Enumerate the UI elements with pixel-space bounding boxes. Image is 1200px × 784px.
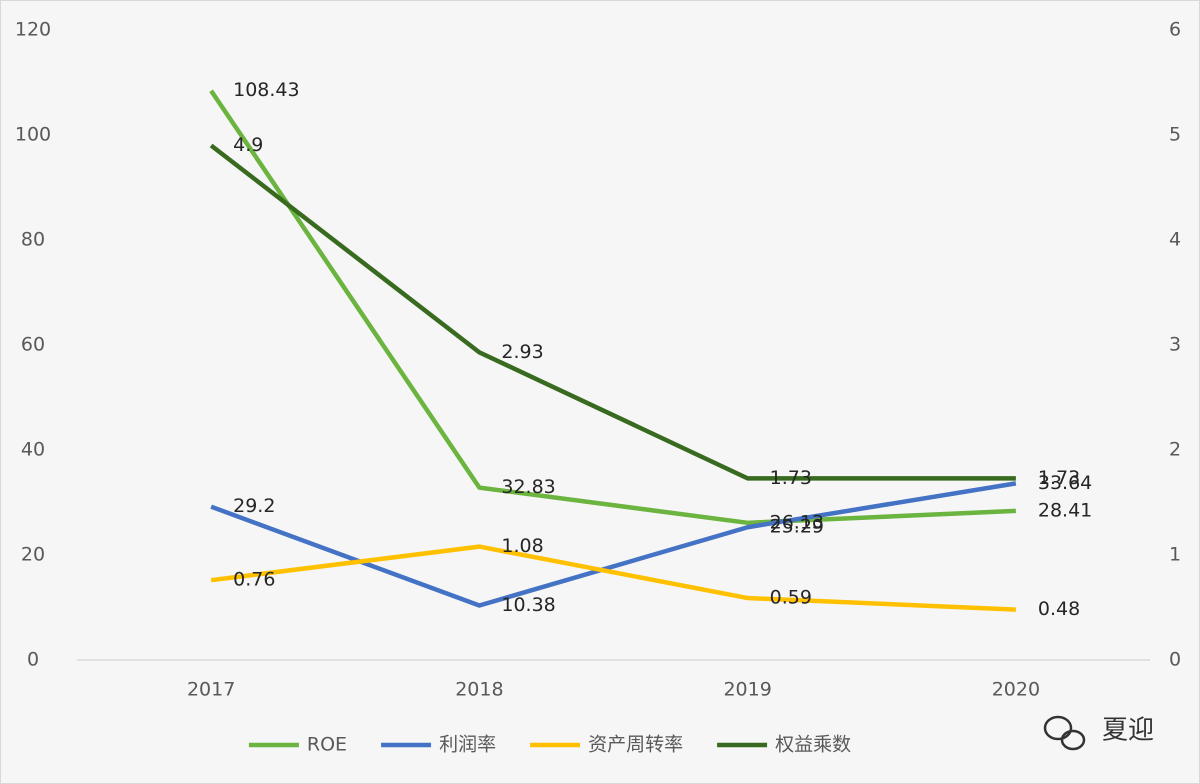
- legend-label: ROE: [307, 734, 347, 756]
- data-label: 1.73: [770, 467, 812, 489]
- data-label: 0.76: [233, 569, 275, 591]
- y-tick-label: 40: [21, 439, 45, 461]
- y2-tick-label: 6: [1169, 19, 1181, 41]
- y2-tick-label: 1: [1169, 544, 1181, 566]
- series-line: [209, 143, 1016, 481]
- data-label: 2.93: [501, 341, 543, 363]
- x-tick-label: 2019: [723, 679, 771, 701]
- y-tick-label: 80: [21, 229, 45, 251]
- x-tick-label: 2017: [187, 679, 235, 701]
- data-label: 0.48: [1038, 598, 1080, 620]
- x-tick-label: 2020: [992, 679, 1040, 701]
- data-label: 1.73: [1038, 467, 1080, 489]
- data-label: 32.83: [501, 476, 555, 498]
- y-tick-label: 0: [27, 649, 39, 671]
- data-label: 108.43: [233, 79, 299, 101]
- y2-tick-label: 5: [1169, 124, 1181, 146]
- legend-label: 利润率: [439, 734, 496, 756]
- data-label: 26.13: [770, 511, 824, 533]
- y2-tick-label: 4: [1169, 229, 1181, 251]
- data-label: 10.38: [501, 594, 555, 616]
- series-line: [210, 481, 1017, 608]
- y2-tick-label: 0: [1169, 649, 1181, 671]
- y-tick-label: 100: [15, 124, 51, 146]
- data-label: 28.41: [1038, 499, 1092, 521]
- legend-label: 权益乘数: [775, 734, 851, 756]
- data-label: 1.08: [501, 535, 543, 557]
- series-line: [210, 544, 1016, 612]
- watermark-icon: [1043, 715, 1086, 751]
- y2-tick-label: 2: [1169, 439, 1181, 461]
- series-line: [209, 89, 1016, 526]
- y-tick-label: 60: [21, 334, 45, 356]
- watermark: 夏迎: [1102, 716, 1154, 746]
- data-label: 29.2: [233, 495, 275, 517]
- data-label: 4.9: [233, 134, 263, 156]
- y2-tick-label: 3: [1169, 334, 1181, 356]
- data-label: 0.59: [770, 587, 812, 609]
- y-tick-label: 20: [21, 544, 45, 566]
- x-tick-label: 2018: [455, 679, 503, 701]
- y-tick-label: 120: [15, 19, 51, 41]
- legend-label: 资产周转率: [588, 734, 683, 756]
- data-label: 25.29: [770, 516, 824, 538]
- data-label: 33.64: [1038, 472, 1092, 494]
